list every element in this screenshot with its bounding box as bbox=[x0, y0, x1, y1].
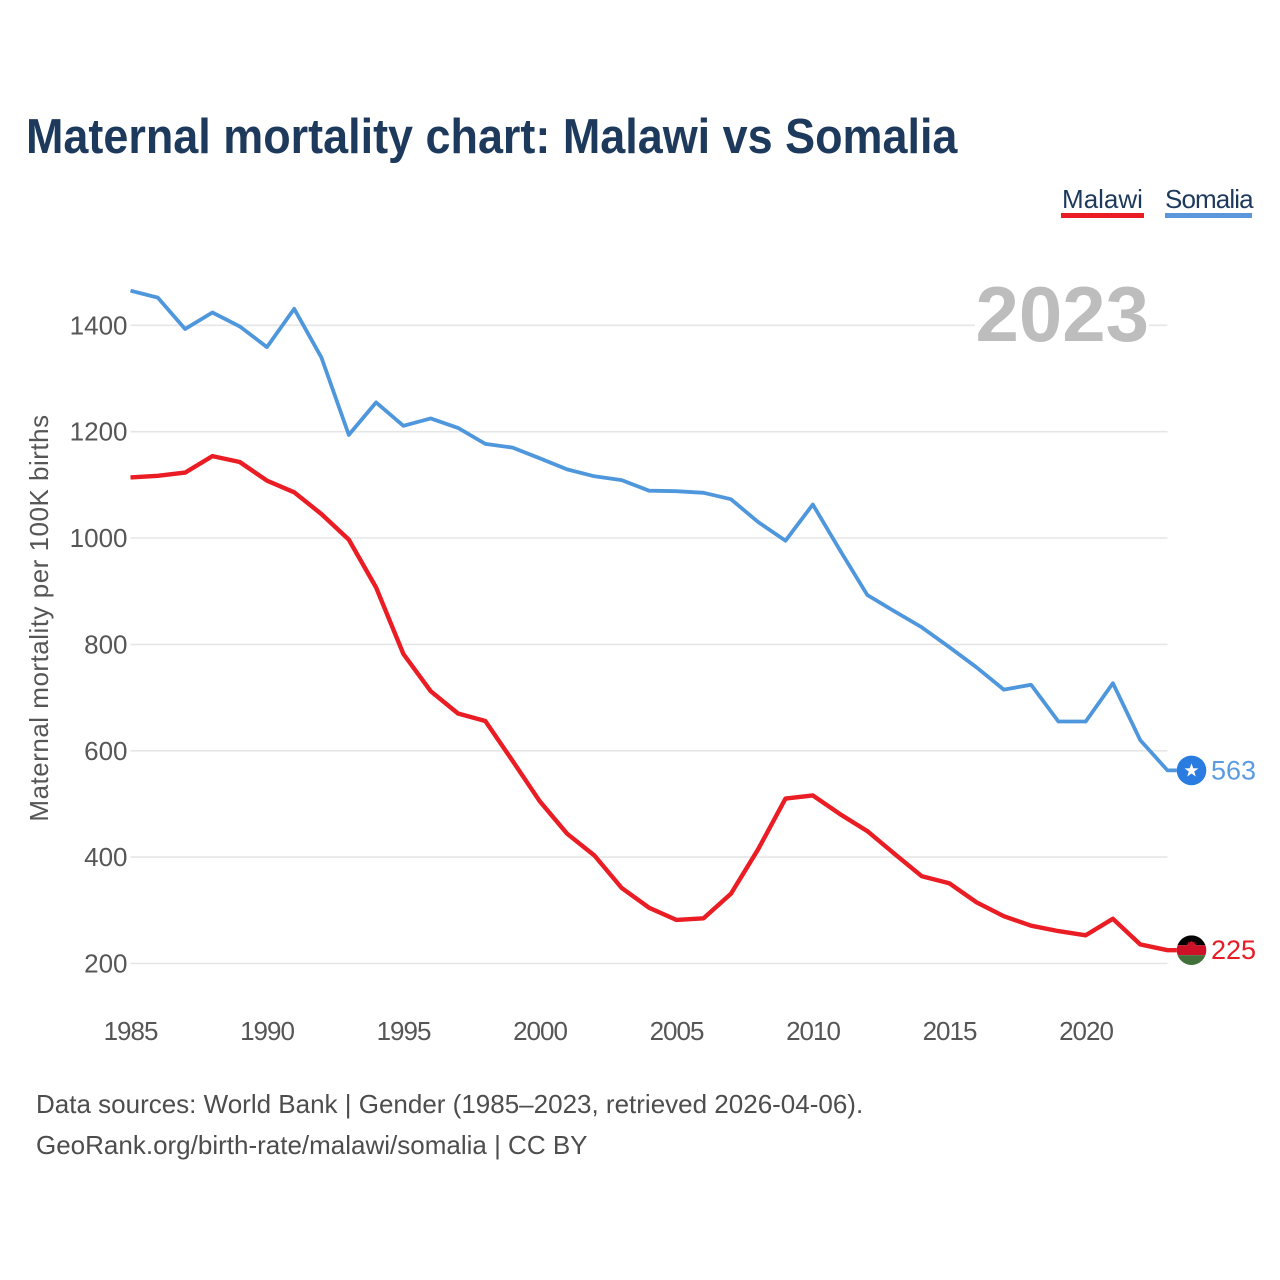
svg-text:225: 225 bbox=[1211, 935, 1256, 965]
svg-text:2000: 2000 bbox=[513, 1016, 567, 1046]
svg-text:200: 200 bbox=[84, 949, 127, 979]
svg-text:400: 400 bbox=[84, 842, 127, 872]
svg-text:1200: 1200 bbox=[70, 417, 128, 447]
svg-text:2020: 2020 bbox=[1059, 1016, 1113, 1046]
svg-text:1400: 1400 bbox=[70, 310, 128, 340]
svg-text:1995: 1995 bbox=[377, 1016, 431, 1046]
svg-text:2010: 2010 bbox=[786, 1016, 840, 1046]
svg-text:1000: 1000 bbox=[70, 523, 128, 553]
svg-text:1985: 1985 bbox=[104, 1016, 158, 1046]
svg-text:1990: 1990 bbox=[240, 1016, 294, 1046]
svg-text:Maternal mortality per 100K bi: Maternal mortality per 100K births bbox=[24, 414, 54, 821]
svg-text:600: 600 bbox=[84, 736, 127, 766]
svg-text:2015: 2015 bbox=[923, 1016, 977, 1046]
svg-text:800: 800 bbox=[84, 629, 127, 659]
svg-text:563: 563 bbox=[1211, 755, 1256, 785]
svg-text:2005: 2005 bbox=[650, 1016, 704, 1046]
